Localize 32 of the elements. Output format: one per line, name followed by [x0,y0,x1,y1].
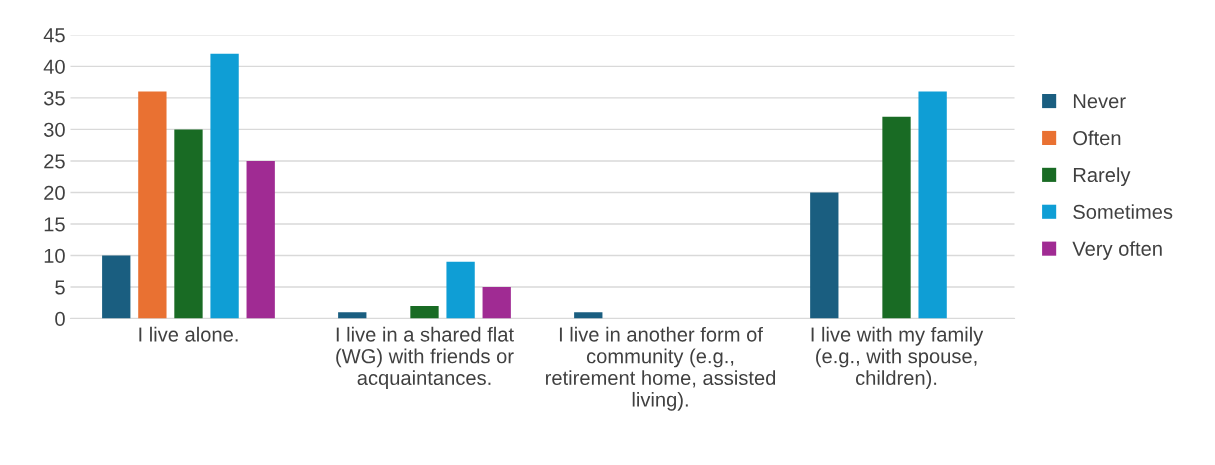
bar [410,305,439,319]
bar [918,91,947,319]
y-tick-label: 30 [43,122,65,137]
x-tick-label: I live in a shared flat (WG) with friends or acquaintances. [336,326,514,390]
legend-label: Sometimes [1073,204,1173,219]
bar [446,261,475,319]
bar [174,129,203,319]
legend-label: Rarely [1073,167,1131,187]
bar [574,312,603,319]
y-tick-label: 40 [43,59,65,74]
y-tick-label: 0 [55,311,65,327]
bar [338,312,367,319]
x-tick-label: I live with my family (e.g., with spouse, children). [811,326,984,390]
bar [210,53,239,319]
legend-label: Never [1073,94,1126,109]
y-tick-label: 5 [55,280,65,295]
legend-label: Often [1073,130,1121,146]
y-tick-label: 10 [44,248,65,263]
y-tick-label: 15 [44,217,65,232]
bar [246,160,275,319]
y-tick-label: 45 [43,28,65,43]
y-tick-label: 20 [44,185,65,200]
y-tick-label: 35 [43,91,65,106]
bar [482,287,511,319]
bar [138,91,167,319]
x-tick-label: I live alone. [139,326,238,342]
x-tick-label: I live in another form of community (e.g., retirement home, assisted living). [546,326,776,411]
bar [810,192,839,319]
bar [102,255,131,319]
bar [882,116,911,319]
legend-label: Very often [1072,241,1162,260]
y-tick-label: 25 [44,154,65,169]
